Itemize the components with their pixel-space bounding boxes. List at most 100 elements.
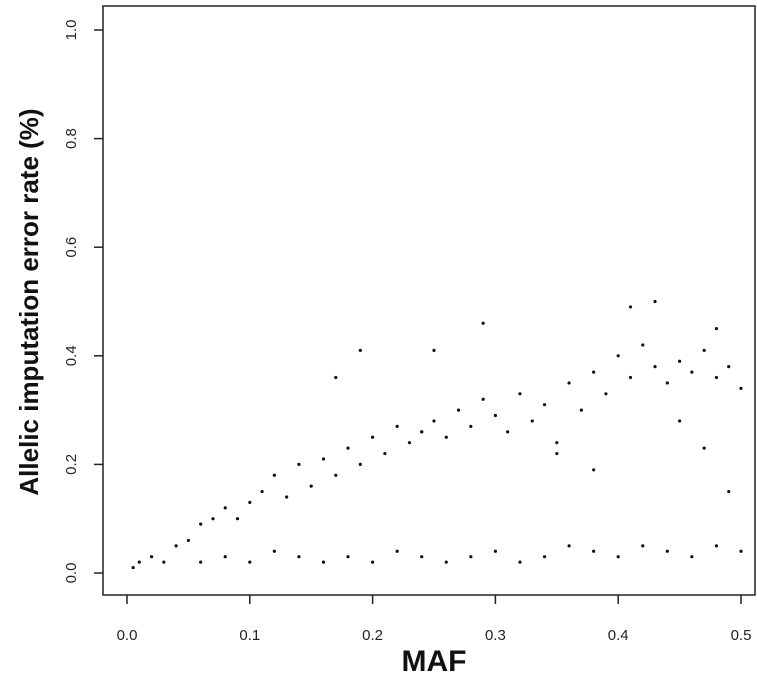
scatter-point <box>493 413 497 418</box>
scatter-point <box>420 430 424 434</box>
scatter-point <box>162 560 166 564</box>
x-tick-label: 0.5 <box>731 627 752 644</box>
scatter-point <box>383 451 387 456</box>
scatter-point <box>285 495 289 499</box>
scatter-point <box>555 441 559 445</box>
scatter-point <box>530 419 534 423</box>
scatter-point <box>628 305 633 309</box>
scatter-point <box>321 457 326 461</box>
scatter-point <box>272 473 276 477</box>
scatter-point <box>272 549 276 553</box>
scatter-point <box>420 555 424 559</box>
scatter-point <box>395 549 399 553</box>
scatter-point <box>321 560 326 564</box>
y-tick-label: 0.6 <box>63 237 80 258</box>
scatter-point <box>518 560 522 564</box>
scatter-point <box>592 370 596 374</box>
scatter-point <box>542 555 547 559</box>
x-axis-title: MAF <box>402 645 467 678</box>
y-axis: 0.0 0.2 0.4 0.6 0.8 1.0 <box>63 20 103 584</box>
scatter-point <box>616 555 620 559</box>
scatter-point <box>131 565 135 570</box>
scatter-point <box>616 354 620 358</box>
scatter-point <box>678 419 682 423</box>
scatter-point <box>260 489 264 494</box>
scatter-point <box>714 375 719 380</box>
scatter-point <box>297 555 301 559</box>
scatter-point <box>653 299 657 304</box>
scatter-point <box>346 555 350 559</box>
scatter-point <box>469 424 473 428</box>
scatter-point <box>174 544 178 548</box>
y-tick-label: 0.0 <box>63 563 80 584</box>
scatter-point <box>223 506 227 510</box>
scatter-point <box>690 555 694 559</box>
scatter-point <box>739 549 743 553</box>
scatter-point <box>727 489 731 494</box>
scatter-point <box>334 375 338 380</box>
scatter-point <box>641 343 645 347</box>
scatter-point <box>714 327 719 331</box>
scatter-point <box>444 435 448 439</box>
scatter-point <box>481 321 485 325</box>
scatter-point <box>223 555 227 559</box>
scatter-point <box>469 555 473 559</box>
scatter-point <box>432 348 436 352</box>
scatter-point <box>149 555 154 559</box>
x-axis: 0.0 0.1 0.2 0.3 0.4 0.5 <box>117 595 752 644</box>
scatter-point <box>641 544 645 548</box>
scatter-point <box>567 381 571 385</box>
y-tick-label: 0.2 <box>63 454 80 475</box>
scatter-point <box>211 517 215 521</box>
scatter-point <box>567 544 571 548</box>
scatter-point <box>199 560 203 564</box>
scatter-point <box>628 375 633 380</box>
x-tick-label: 0.4 <box>608 627 629 644</box>
y-tick-label: 0.8 <box>63 128 80 149</box>
scatter-point <box>555 451 559 456</box>
scatter-point <box>371 560 375 564</box>
scatter-point <box>309 484 313 488</box>
scatter-point <box>665 381 669 385</box>
scatter-point <box>690 370 694 374</box>
scatter-point <box>334 473 338 477</box>
x-tick-label: 0.0 <box>117 627 138 644</box>
scatter-point <box>592 468 596 472</box>
y-tick-label: 1.0 <box>63 20 80 41</box>
x-tick-label: 0.3 <box>485 627 506 644</box>
scatter-point <box>137 560 141 564</box>
plot-frame <box>102 5 756 596</box>
x-tick-label: 0.2 <box>362 627 383 644</box>
scatter-point <box>702 348 706 352</box>
scatter-point <box>702 446 706 450</box>
scatter-point <box>739 386 743 390</box>
scatter-point <box>248 560 252 564</box>
scatter-point <box>604 392 608 396</box>
scatter-point <box>346 446 350 450</box>
scatter-point <box>653 365 657 369</box>
scatter-point <box>456 408 461 412</box>
scatter-point <box>395 424 399 428</box>
scatter-point <box>297 462 301 466</box>
scatter-point <box>235 517 240 521</box>
scatter-point <box>542 403 547 407</box>
scatter-point <box>358 462 362 466</box>
scatter-point <box>665 549 669 553</box>
data-points <box>131 299 743 570</box>
scatter-point <box>199 522 203 526</box>
scatter-point <box>358 348 362 352</box>
scatter-point <box>444 560 448 564</box>
scatter-point <box>592 549 596 553</box>
scatter-point <box>407 441 412 445</box>
scatter-point <box>579 408 583 412</box>
scatter-point <box>248 500 252 505</box>
scatter-point <box>481 397 485 401</box>
scatter-point <box>518 392 522 396</box>
scatter-point <box>506 430 510 434</box>
scatter-point <box>432 419 436 423</box>
y-axis-title: Allelic imputation error rate (%) <box>14 108 44 495</box>
scatter-point <box>493 549 497 553</box>
scatter-point <box>727 365 731 369</box>
x-tick-label: 0.1 <box>239 627 260 644</box>
